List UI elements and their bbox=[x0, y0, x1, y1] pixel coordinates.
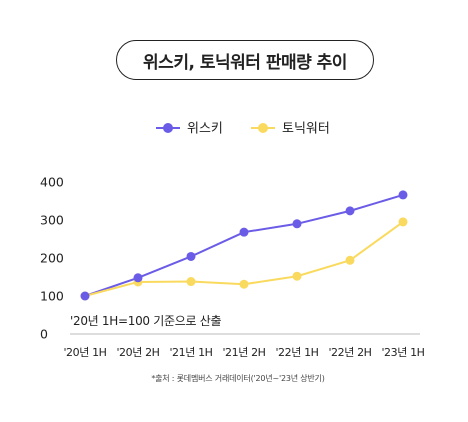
y-tick-label: 0 bbox=[40, 327, 48, 342]
data-point-series-1 bbox=[133, 273, 143, 283]
data-point-series-1 bbox=[398, 190, 408, 200]
legend-marker-2 bbox=[258, 123, 268, 133]
x-axis-ticks: '20년 1H '20년 2H '21년 1H '21년 2H '22년 1H '22년 … bbox=[63, 346, 425, 359]
data-point-series-1 bbox=[292, 219, 302, 229]
data-point-series-2 bbox=[186, 277, 196, 287]
data-point-series-2 bbox=[398, 217, 408, 227]
data-point-series-2 bbox=[345, 255, 355, 265]
legend: 위스키 토닉워터 bbox=[156, 122, 330, 137]
x-tick-label: '23년 1H bbox=[381, 346, 424, 359]
legend-label-1: 위스키 bbox=[187, 122, 223, 137]
data-point-series-1 bbox=[80, 291, 90, 301]
legend-marker-1 bbox=[163, 123, 173, 133]
x-tick-label: '21년 1H bbox=[169, 346, 212, 359]
x-tick-label: '22년 2H bbox=[328, 346, 371, 359]
legend-label-2: 토닉워터 bbox=[282, 122, 330, 137]
y-axis-ticks: 0 100 200 300 400 bbox=[40, 175, 64, 342]
x-tick-label: '21년 2H bbox=[222, 346, 265, 359]
x-tick-label: '20년 1H bbox=[63, 346, 106, 359]
data-point-series-2 bbox=[292, 271, 302, 281]
baseline-note: '20년 1H=100 기준으로 산출 bbox=[70, 314, 221, 328]
data-point-series-2 bbox=[239, 279, 249, 289]
x-tick-label: '22년 1H bbox=[275, 346, 318, 359]
y-tick-label: 400 bbox=[40, 175, 64, 190]
chart-title: 위스키, 토닉워터 판매량 추이 bbox=[116, 40, 374, 80]
data-point-series-1 bbox=[345, 206, 355, 216]
data-point-series-1 bbox=[239, 227, 249, 237]
data-point-series-1 bbox=[186, 251, 196, 261]
source-note: *출처 : 롯데멤버스 거래데이터('20년~'23년 상반기) bbox=[151, 373, 324, 383]
y-tick-label: 100 bbox=[40, 289, 64, 304]
y-tick-label: 200 bbox=[40, 251, 64, 266]
series-points bbox=[80, 190, 408, 301]
x-tick-label: '20년 2H bbox=[116, 346, 159, 359]
y-tick-label: 300 bbox=[40, 213, 64, 228]
